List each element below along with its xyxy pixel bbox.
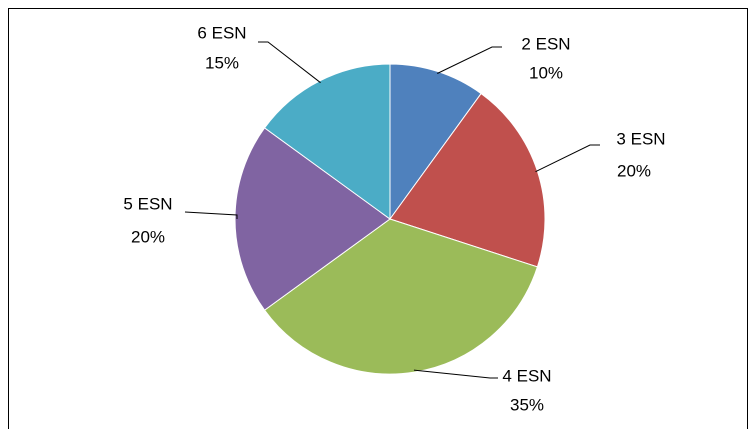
- leader-line: [413, 369, 498, 379]
- category-label: 2 ESN: [521, 34, 570, 53]
- category-label: 5 ESN: [123, 194, 172, 213]
- value-label: 10%: [529, 63, 563, 82]
- pie-slice: [234, 127, 391, 311]
- pie-slice: [389, 63, 482, 221]
- value-label: 20%: [131, 227, 165, 246]
- category-label: 6 ESN: [197, 23, 246, 42]
- category-label: 3 ESN: [616, 129, 665, 148]
- value-label: 20%: [617, 161, 651, 180]
- pie-slice: [263, 63, 391, 220]
- leader-line: [258, 41, 321, 84]
- pie-slice: [263, 218, 539, 375]
- leader-line: [437, 46, 502, 74]
- leader-line: [184, 211, 238, 219]
- leader-line: [535, 144, 600, 173]
- value-label: 15%: [205, 53, 239, 72]
- category-label: 4 ESN: [502, 366, 551, 385]
- value-label: 35%: [510, 395, 544, 414]
